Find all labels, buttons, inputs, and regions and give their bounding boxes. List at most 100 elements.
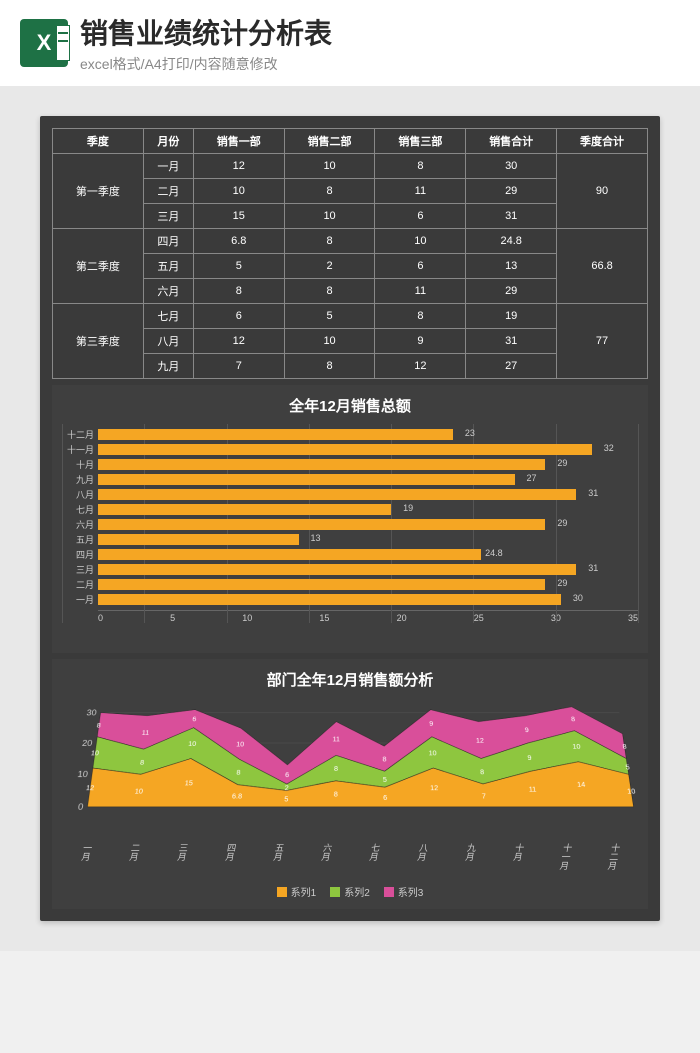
svg-text:6: 6 — [383, 795, 387, 802]
bar-chart-section: 全年12月销售总额 十二月23十一月32十月29九月27八月31七月19六月29… — [52, 385, 648, 653]
svg-text:10: 10 — [572, 744, 581, 751]
bar-row: 31 — [98, 488, 638, 501]
svg-text:6: 6 — [192, 717, 197, 723]
area-chart-section: 部门全年12月销售额分析 010203081161061189129881081… — [52, 659, 648, 909]
bar-category-label: 四月 — [62, 548, 94, 561]
area-x-label: 九月 — [461, 843, 479, 871]
sales-table: 季度月份销售一部销售二部销售三部销售合计季度合计 第一季度一月121083090… — [52, 128, 648, 379]
area-x-label: 十月 — [509, 843, 527, 871]
bar-category-label: 九月 — [62, 473, 94, 486]
svg-text:0: 0 — [77, 802, 84, 812]
quarter-total-cell: 66.8 — [557, 229, 648, 304]
data-cell: 8 — [375, 154, 466, 179]
bar-value-label: 30 — [573, 593, 583, 603]
data-cell: 10 — [193, 179, 284, 204]
data-cell: 7 — [193, 354, 284, 379]
data-cell: 8 — [193, 279, 284, 304]
data-cell: 八月 — [143, 329, 193, 354]
data-cell: 二月 — [143, 179, 193, 204]
legend-item: 系列1 — [277, 884, 317, 899]
svg-text:9: 9 — [429, 721, 433, 727]
data-cell: 24.8 — [466, 229, 557, 254]
data-cell: 19 — [466, 304, 557, 329]
area-x-label: 十一月 — [557, 843, 575, 871]
bar-chart-title: 全年12月销售总额 — [62, 395, 638, 416]
data-cell: 12 — [193, 329, 284, 354]
bar-category-label: 七月 — [62, 503, 94, 516]
svg-text:10: 10 — [236, 742, 244, 749]
data-cell: 15 — [193, 204, 284, 229]
legend-item: 系列2 — [330, 884, 370, 899]
bar-row: 29 — [98, 578, 638, 591]
data-cell: 8 — [284, 354, 375, 379]
table-column-header: 销售二部 — [284, 129, 375, 154]
area-x-label: 七月 — [365, 843, 383, 871]
data-cell: 11 — [375, 279, 466, 304]
area-x-label: 五月 — [269, 843, 287, 871]
svg-text:7: 7 — [482, 793, 487, 800]
bar-category-label: 十月 — [62, 458, 94, 471]
table-column-header: 销售一部 — [193, 129, 284, 154]
data-cell: 6 — [193, 304, 284, 329]
data-cell: 一月 — [143, 154, 193, 179]
bar-value-label: 13 — [311, 533, 321, 543]
svg-text:5: 5 — [383, 777, 387, 784]
svg-text:20: 20 — [81, 738, 93, 747]
data-cell: 6 — [375, 204, 466, 229]
svg-text:10: 10 — [77, 769, 89, 779]
bar-category-label: 六月 — [62, 518, 94, 531]
svg-text:8: 8 — [334, 792, 338, 799]
area-x-label: 一月 — [77, 843, 95, 871]
content-area: 季度月份销售一部销售二部销售三部销售合计季度合计 第一季度一月121083090… — [0, 86, 700, 951]
data-cell: 8 — [375, 304, 466, 329]
table-column-header: 销售合计 — [466, 129, 557, 154]
bar-category-label: 三月 — [62, 563, 94, 576]
svg-text:8: 8 — [236, 770, 241, 777]
bar-row: 23 — [98, 428, 638, 441]
table-row: 第三季度七月6581977 — [53, 304, 648, 329]
data-cell: 5 — [284, 304, 375, 329]
data-cell: 29 — [466, 179, 557, 204]
page-title: 销售业绩统计分析表 — [80, 12, 680, 52]
table-column-header: 季度 — [53, 129, 144, 154]
svg-text:15: 15 — [184, 780, 193, 787]
svg-text:10: 10 — [134, 788, 143, 795]
data-cell: 12 — [193, 154, 284, 179]
quarter-total-cell: 90 — [557, 154, 648, 229]
area-x-label: 十二月 — [605, 843, 623, 871]
data-cell: 6 — [375, 254, 466, 279]
bar-row: 31 — [98, 563, 638, 576]
page-subtitle: excel格式/A4打印/内容随意修改 — [80, 54, 680, 74]
svg-text:11: 11 — [141, 730, 149, 737]
area-x-label: 二月 — [125, 843, 143, 871]
svg-text:10: 10 — [428, 750, 436, 757]
area-chart: 0102030811610611891298810810828510891051… — [62, 698, 638, 878]
data-cell: 10 — [284, 154, 375, 179]
data-cell: 九月 — [143, 354, 193, 379]
bar-value-label: 29 — [557, 458, 567, 468]
data-cell: 2 — [284, 254, 375, 279]
table-column-header: 销售三部 — [375, 129, 466, 154]
bar-value-label: 31 — [588, 488, 598, 498]
header: X 销售业绩统计分析表 excel格式/A4打印/内容随意修改 — [0, 0, 700, 86]
data-cell: 31 — [466, 204, 557, 229]
area-chart-title: 部门全年12月销售额分析 — [62, 669, 638, 690]
bar-row: 32 — [98, 443, 638, 456]
data-cell: 10 — [375, 229, 466, 254]
svg-text:11: 11 — [332, 736, 340, 743]
excel-icon-letter: X — [37, 30, 52, 56]
quarter-cell: 第二季度 — [53, 229, 144, 304]
svg-text:6.8: 6.8 — [232, 794, 243, 801]
bar-row: 13 — [98, 533, 638, 546]
bar-category-label: 五月 — [62, 533, 94, 546]
quarter-cell: 第一季度 — [53, 154, 144, 229]
bar-value-label: 29 — [557, 578, 567, 588]
table-row: 第一季度一月121083090 — [53, 154, 648, 179]
legend-item: 系列3 — [384, 884, 424, 899]
svg-text:6: 6 — [285, 772, 289, 779]
svg-text:30: 30 — [86, 708, 97, 717]
data-cell: 四月 — [143, 229, 193, 254]
data-cell: 13 — [466, 254, 557, 279]
data-cell: 8 — [284, 279, 375, 304]
data-cell: 8 — [284, 229, 375, 254]
